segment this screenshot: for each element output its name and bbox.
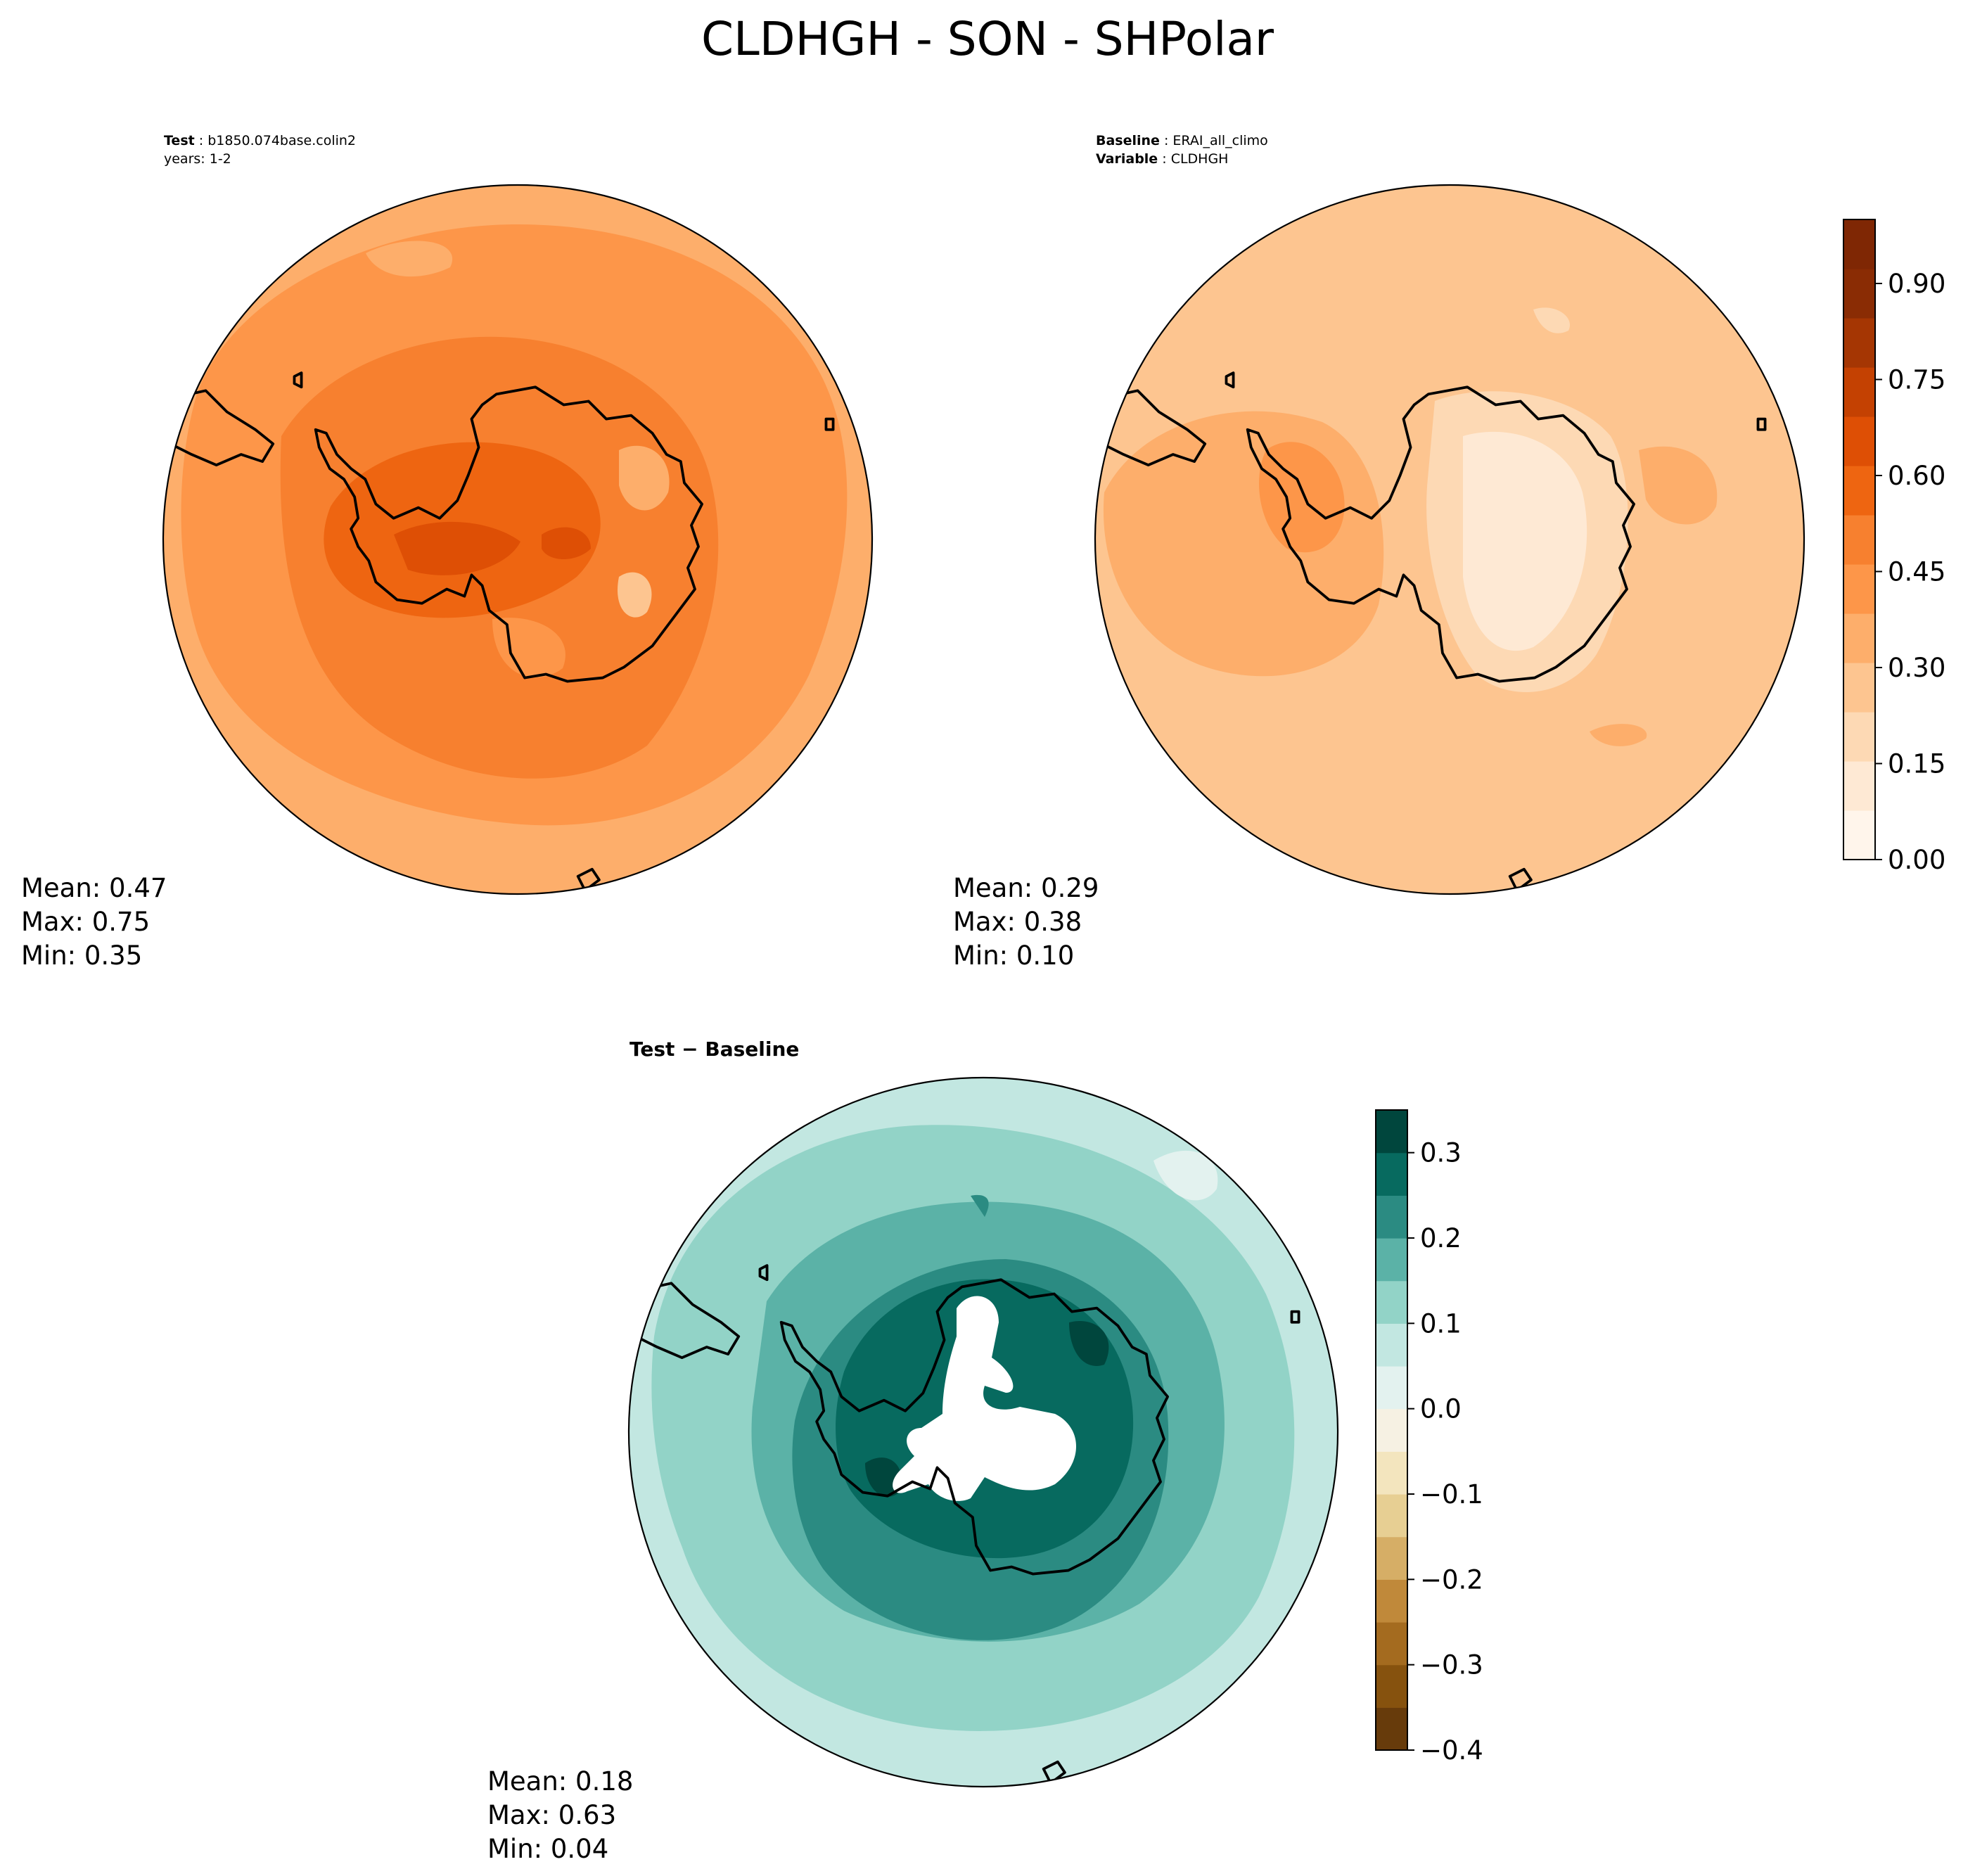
baseline-stat-min: Min: 0.10 [953,940,1074,971]
colorbar-diff-tick-label: −0.1 [1420,1479,1483,1510]
colorbar-main-swatch [1843,515,1875,565]
colorbar-diff-tick-label: 0.0 [1420,1394,1462,1424]
test-label-key: Test [164,133,195,148]
colorbar-diff-swatch [1376,1494,1407,1538]
panel-diff: Test − Baseline Mean: 0.18 Max: 0.63 Min… [487,1038,1339,1864]
colorbar-main-outline [1843,219,1876,860]
colorbar-main-tick-label: 0.45 [1888,557,1945,587]
test-contour-light-a [619,445,670,511]
colorbar-main-swatch [1843,810,1875,860]
colorbar-diff-tick-label: −0.3 [1420,1650,1483,1680]
test-stat-mean: Mean: 0.47 [21,873,167,903]
panel-test: Test : b1850.074base.colin2 years: 1-2 M… [21,133,874,971]
baseline-label-sep: : [1160,133,1172,148]
colorbar-diff-swatch [1376,1110,1407,1154]
test-stat-min: Min: 0.35 [21,940,142,971]
test-map-field [163,185,872,894]
diff-map-boundary [627,1076,1339,1788]
baseline-label: Baseline : ERAI_all_climo [1096,133,1268,148]
baseline-contour-level-020-b [1533,307,1570,333]
test-contour-level-070-a [394,521,520,575]
colorbar-diff-tick-label: 0.1 [1420,1308,1462,1339]
colorbar-diff-swatch [1376,1451,1407,1495]
diff-title: Test − Baseline [629,1038,799,1061]
test-years: years: 1-2 [164,151,231,167]
colorbar-diff-swatch [1376,1622,1407,1666]
diff-contour-level-white [893,1296,1076,1501]
test-contour-light-b [618,572,652,618]
diff-contour-level-035-b [1069,1321,1109,1366]
colorbar-main-swatch [1843,416,1875,466]
colorbar-main-tick-label: 0.75 [1888,365,1945,395]
test-label-sep: : [195,133,207,148]
baseline-label-key: Baseline [1096,133,1160,148]
colorbar-diff: 0.3 0.2 0.1 0.0 −0.1 −0.2 −0.3 −0.4 [1375,1109,1483,1766]
test-map-boundary [162,184,874,895]
colorbar-diff-swatch [1376,1707,1407,1751]
baseline-contour-level-010 [1463,431,1587,651]
colorbar-main-tick-label: 0.60 [1888,461,1945,491]
baseline-label-value: ERAI_all_climo [1172,133,1267,148]
colorbar-main-swatch [1843,712,1875,762]
baseline-variable: Variable : CLDHGH [1096,151,1228,167]
baseline-stat-mean: Mean: 0.29 [953,873,1099,903]
colorbar-diff-tick-label: −0.4 [1420,1735,1483,1766]
colorbar-main-swatch [1843,761,1875,811]
colorbar-main-swatch [1843,663,1875,713]
colorbar-main-swatch [1843,269,1875,319]
colorbar-diff-swatch [1376,1664,1407,1708]
colorbar-diff-swatch [1376,1238,1407,1282]
colorbar-diff-outline [1375,1109,1408,1751]
baseline-contour-level-035-c [1590,724,1647,746]
colorbar-main-swatch [1843,613,1875,663]
colorbar-main-swatch [1843,367,1875,417]
test-contour-light-c [492,618,565,678]
colorbar-main-tick-label: 0.15 [1888,749,1945,779]
diff-stat-mean: Mean: 0.18 [487,1766,633,1797]
test-contour-level-070-b [542,527,591,559]
colorbar-main-tick-label: 0.00 [1888,845,1945,875]
colorbar-main-tick-label: 0.90 [1888,269,1945,299]
diff-stat-min: Min: 0.04 [487,1834,608,1864]
baseline-variable-key: Variable [1096,151,1158,167]
test-stat-max: Max: 0.75 [21,907,150,937]
diff-stat-max: Max: 0.63 [487,1800,616,1830]
figure-title: CLDHGH - SON - SHPolar [701,12,1274,66]
diff-contour-level-035-a [865,1457,902,1497]
baseline-contour-level-040 [1259,442,1345,553]
colorbar-main-swatch [1843,564,1875,614]
diff-map-field [629,1078,1338,1787]
baseline-variable-sep: : [1158,151,1170,167]
baseline-variable-value: CLDHGH [1171,151,1229,167]
colorbar-diff-swatch [1376,1280,1407,1324]
colorbar-diff-tick-label: −0.2 [1420,1564,1483,1595]
colorbar-diff-swatch [1376,1408,1407,1452]
test-label: Test : b1850.074base.colin2 [164,133,356,148]
baseline-stat-max: Max: 0.38 [953,907,1082,937]
colorbar-diff-swatch [1376,1579,1407,1623]
colorbar-main-tick-label: 0.30 [1888,653,1945,683]
colorbar-diff-swatch [1376,1536,1407,1580]
baseline-map-field [1095,185,1804,894]
diff-contour-level-005 [1153,1150,1218,1201]
colorbar-diff-swatch [1376,1366,1407,1410]
colorbar-diff-swatch [1376,1152,1407,1196]
colorbar-diff-swatch [1376,1323,1407,1367]
colorbar-diff-swatch [1376,1195,1407,1239]
colorbar-main: 0.00 0.15 0.30 0.45 0.60 0.75 0.90 [1843,219,1945,875]
colorbar-diff-tick-label: 0.2 [1420,1223,1462,1253]
baseline-map-boundary [1094,184,1805,895]
colorbar-main-swatch [1843,318,1875,368]
colorbar-main-swatch [1843,219,1875,269]
baseline-contour-level-035-b [1639,446,1718,525]
panel-baseline: Baseline : ERAI_all_climo Variable : CLD… [953,133,1805,971]
test-label-value: b1850.074base.colin2 [207,133,356,148]
colorbar-diff-tick-label: 0.3 [1420,1138,1462,1168]
colorbar-main-swatch [1843,466,1875,516]
diff-contour-level-025-b [971,1194,989,1217]
test-contour-light-d [366,241,453,277]
